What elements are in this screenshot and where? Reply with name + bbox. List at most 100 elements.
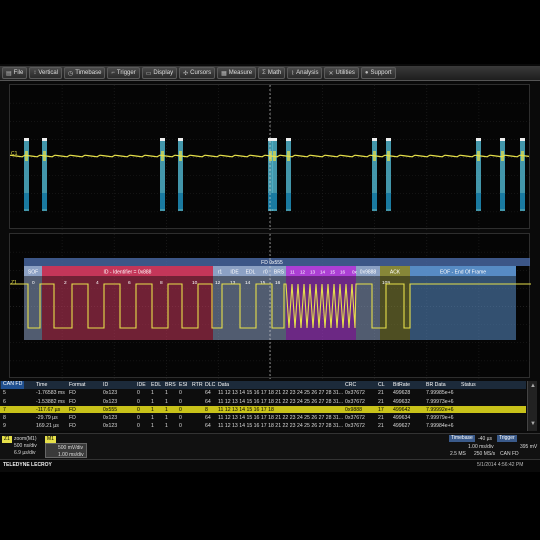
column-header[interactable]: BR Data — [426, 382, 446, 388]
table-row[interactable]: 9 169.21 µs FD 0x123 0 1 1 0 64 11 12 13 14 15 16… — [0, 422, 526, 430]
analysis-icon: ⌇ — [291, 70, 295, 77]
packet-marker — [286, 141, 291, 211]
menu-analysis-button[interactable]: ⌇ Analysis — [287, 67, 323, 79]
folder-icon: ▤ — [6, 70, 12, 77]
packet-marker-base — [24, 193, 29, 209]
cell-ide: 0 — [137, 415, 140, 421]
id-field-header — [42, 266, 213, 276]
trigger-tag[interactable]: Trigger — [497, 435, 517, 442]
packet-marker — [500, 141, 505, 211]
packet-marker-base — [272, 193, 277, 209]
timebase-tag[interactable]: Timebase — [449, 435, 475, 442]
bit-number: 13 — [230, 280, 236, 286]
packet-marker-cap — [286, 138, 291, 141]
scroll-up-icon[interactable]: ▲ — [530, 383, 536, 389]
trigger-level: 395 mV — [520, 444, 538, 450]
menu-label: File — [13, 70, 24, 76]
column-header[interactable]: DLC — [205, 382, 216, 388]
bit-number: 16 — [275, 280, 281, 286]
cell-edl: 1 — [151, 406, 154, 413]
zoom-decode-grid[interactable]: FD 0x555 SOF ID - Identifier = 0x888 r1 IDE E… — [9, 233, 531, 379]
scroll-down-icon[interactable]: ▼ — [530, 421, 536, 427]
packet-marker — [272, 141, 277, 211]
cell-format: FD — [69, 398, 76, 405]
column-header[interactable]: RTR — [192, 382, 203, 388]
menu-support-button[interactable]: ● Support — [360, 67, 396, 79]
menu-measure-button[interactable]: ▦ Measure — [217, 67, 257, 79]
timebase-icon: ◷ — [68, 70, 74, 77]
cell-brs: 1 — [165, 398, 168, 405]
menu-math-button[interactable]: Σ Math — [258, 67, 286, 79]
cell-data: 11 12 13 14 15 16 17 18 21 22 23 24 25 2… — [218, 423, 344, 430]
cell-esi: 0 — [179, 423, 182, 430]
trigger-type: CAN FD — [500, 451, 519, 457]
data-byte-label: 12 — [300, 270, 306, 275]
table-scrollbar[interactable]: ▲ ▼ — [527, 381, 537, 431]
column-header[interactable]: CAN FD — [1, 381, 25, 389]
menu-vertical-button[interactable]: ↕ Vertical — [29, 67, 63, 79]
brand-logo: TELEDYNE LECROY — [3, 462, 52, 468]
edl-field-header — [242, 266, 259, 276]
column-header[interactable]: Time — [36, 382, 48, 388]
eof-field-label: EOF - End Of Frame — [440, 270, 486, 276]
menu-file-button[interactable]: ▤ File — [2, 67, 28, 79]
table-row[interactable]: 8 -29.79 µs FD 0x123 0 1 1 0 64 11 12 13 14 15 16… — [0, 414, 526, 422]
cursors-icon: ✣ — [183, 70, 189, 77]
timebase-scale: 1.00 ms/div — [468, 444, 494, 450]
packet-marker-cap — [268, 138, 273, 141]
acquisition-grid[interactable]: C1 — [9, 84, 531, 230]
column-header[interactable]: CRC — [345, 382, 357, 388]
menu-timebase-button[interactable]: ◷ Timebase — [64, 67, 106, 79]
m1-descriptor-box[interactable]: 500 mV/div 1.00 ms/div — [45, 443, 87, 458]
column-header[interactable]: CL — [378, 382, 385, 388]
ide-field-label: IDE — [230, 270, 239, 276]
packet-marker-base — [520, 193, 525, 209]
ack-field — [380, 266, 410, 340]
menu-cursors-button[interactable]: ✣ Cursors — [179, 67, 216, 79]
trace-burst — [477, 151, 480, 161]
column-header[interactable]: Status — [461, 382, 476, 388]
cell-dlc: 64 — [205, 423, 211, 430]
cell-crc: 0x37672 — [345, 398, 365, 405]
packet-marker-base — [178, 193, 183, 209]
m1-tag[interactable]: M1 — [45, 436, 56, 443]
column-header[interactable]: Format — [69, 382, 86, 388]
cell-ide: 0 — [137, 423, 140, 430]
menu-trigger-button[interactable]: ⌐ Trigger — [107, 67, 140, 79]
menu-label: Vertical — [38, 70, 59, 76]
packet-marker-base — [500, 193, 505, 209]
cell-data: 11 12 13 14 15 16 17 18 21 22 23 24 25 2… — [218, 398, 344, 405]
menu-label: Trigger — [116, 70, 136, 76]
packet-marker-cap — [272, 138, 277, 141]
packet-marker — [520, 141, 525, 211]
table-row[interactable]: 6 -1.53882 ms FD 0x123 0 1 1 0 64 11 12 13 14 15 … — [0, 398, 526, 406]
table-row[interactable]: 7 -117.67 µs FD 0x555 0 1 1 0 8 11 12 13 14 15 16… — [0, 405, 526, 414]
column-header[interactable]: EDL — [151, 382, 162, 388]
packet-marker — [476, 141, 481, 211]
column-header[interactable]: ESI — [179, 382, 188, 388]
display-icon: ▭ — [145, 70, 152, 77]
r1-field-header — [213, 266, 227, 276]
cell-crc: 0x37672 — [345, 415, 365, 421]
z1-tag[interactable]: Z1 — [2, 436, 12, 443]
column-header[interactable]: BitRate — [393, 382, 411, 388]
column-header[interactable]: ID — [103, 382, 109, 388]
decode-table[interactable]: CAN FD Time Format ID IDE EDL BRS ESI RTR DLC Data… — [0, 381, 526, 431]
cell-id: 0x123 — [103, 398, 118, 405]
sof-field-label: SOF — [28, 270, 38, 276]
math-icon: Σ — [262, 70, 266, 76]
menu-utilities-button[interactable]: ✕ Utilities — [324, 67, 359, 79]
trace-burst — [161, 151, 164, 161]
column-header[interactable]: Data — [218, 382, 229, 388]
column-header[interactable]: BRS — [165, 382, 176, 388]
packet-marker — [24, 141, 29, 211]
menu-display-button[interactable]: ▭ Display — [141, 67, 178, 79]
packet-markers — [24, 138, 525, 211]
bit-number: 14 — [245, 280, 251, 286]
bit-number: 15 — [260, 280, 266, 286]
bit-number: 4 — [96, 280, 99, 286]
table-row[interactable]: 5 -1.76583 ms FD 0x123 0 1 1 0 64 11 12 13 14 15 … — [0, 389, 526, 397]
brs-field-header — [272, 266, 286, 276]
column-header[interactable]: IDE — [137, 382, 146, 388]
cell-brs: 1 — [165, 423, 168, 430]
